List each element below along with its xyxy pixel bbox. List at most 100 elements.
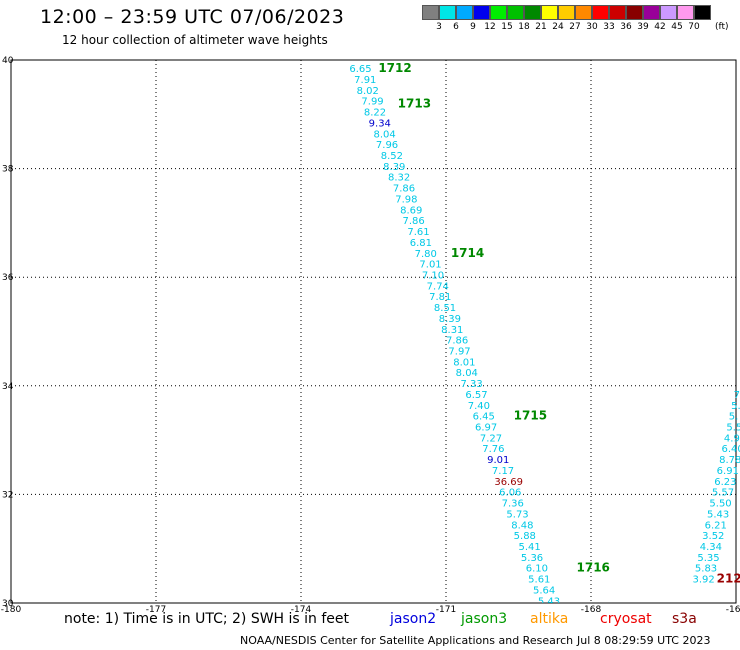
wave-height-value: 5.36	[521, 553, 543, 564]
wave-height-value: 8.69	[400, 205, 422, 216]
wave-height-value: 4.34	[700, 542, 722, 553]
wave-height-value: 5.57	[712, 488, 734, 499]
wave-height-value: 8.04	[456, 368, 478, 379]
map-title: 12:00 – 23:59 UTC 07/06/2023	[40, 6, 345, 28]
legend-label: 39	[637, 22, 649, 32]
legend-swatch	[439, 5, 456, 20]
wave-height-value: 7.80	[415, 249, 437, 260]
wave-height-value: 6.81	[410, 238, 432, 249]
wave-height-value: 9.34	[369, 118, 391, 129]
wave-height-value: 4.9	[724, 433, 740, 444]
legend-swatch	[473, 5, 490, 20]
wave-height-value: 8.51	[434, 303, 456, 314]
legend-swatch	[541, 5, 558, 20]
wave-height-value: 6.40	[722, 444, 740, 455]
wave-height-value: 8.22	[364, 108, 386, 119]
wave-height-value: 8.52	[381, 151, 403, 162]
wave-height-value: 7.98	[395, 194, 417, 205]
y-tick-label: 38	[2, 165, 14, 175]
wave-height-value: 8.31	[441, 325, 463, 336]
wave-height-value: 6.21	[705, 520, 727, 531]
map-subtitle: 12 hour collection of altimeter wave hei…	[62, 33, 328, 47]
wave-height-value: 7	[734, 390, 740, 401]
wave-height-value: 5.	[731, 401, 740, 412]
y-tick-label: 34	[2, 382, 14, 392]
legend-swatch	[507, 5, 524, 20]
wave-height-value: 7.86	[393, 184, 415, 195]
legend-swatch	[490, 5, 507, 20]
wave-height-value: 6.97	[475, 423, 497, 434]
wave-height-value: 8.48	[511, 520, 533, 531]
wave-height-value: 36.69	[494, 477, 523, 488]
x-tick-label: -168	[581, 605, 602, 615]
wave-height-value: 7.74	[427, 281, 449, 292]
legend-label: 42	[654, 22, 666, 32]
x-tick-label: -171	[436, 605, 456, 615]
legend-swatch	[626, 5, 643, 20]
wave-height-value: 5.	[729, 412, 739, 423]
wave-height-value: 7.61	[407, 227, 429, 238]
wave-height-value: 7.10	[422, 270, 444, 281]
legend-unit: (ft)	[715, 22, 729, 32]
wave-height-value: 5.41	[519, 542, 541, 553]
legend-label: 30	[586, 22, 598, 32]
legend-swatch	[609, 5, 626, 20]
legend-swatch	[694, 5, 711, 20]
wave-height-value: 6.06	[499, 488, 521, 499]
legend-swatch	[422, 5, 439, 20]
legend-label: 21	[535, 22, 547, 32]
wave-height-value: 6.57	[465, 390, 487, 401]
legend-label: 9	[470, 22, 476, 32]
map-frame	[10, 59, 737, 604]
wave-height-value: 8.32	[388, 173, 410, 184]
wave-height-value: 7.91	[354, 75, 376, 86]
wave-height-value: 7.36	[502, 499, 524, 510]
wave-height-value: 8.04	[374, 129, 396, 140]
legend-label: 3	[436, 22, 442, 32]
wave-height-value: 7.86	[446, 336, 468, 347]
legend-label: 33	[603, 22, 615, 32]
wave-height-value: 6.10	[526, 564, 548, 575]
legend-swatch	[592, 5, 609, 20]
footer-credit: NOAA/NESDIS Center for Satellite Applica…	[240, 634, 574, 647]
y-tick-label: 30	[2, 599, 14, 609]
legend-swatch	[456, 5, 473, 20]
legend-label: 36	[620, 22, 632, 32]
legend-swatch	[660, 5, 677, 20]
wave-height-value: 3.92	[693, 575, 715, 586]
time-label: 1715	[514, 409, 547, 423]
legend-label: 45	[671, 22, 683, 32]
wave-height-value: 5.43	[707, 509, 729, 520]
wave-height-value: 5.64	[533, 585, 555, 596]
time-label: 1712	[378, 61, 411, 75]
legend-label: 18	[518, 22, 530, 32]
track-layer: 6.657.918.027.998.229.348.047.968.528.39…	[349, 61, 740, 607]
x-tick-label: -180	[1, 605, 22, 615]
time-label: 1716	[577, 561, 610, 575]
legend-label: 15	[501, 22, 513, 32]
x-tick-label: -174	[291, 605, 312, 615]
wave-height-value: 5.43	[538, 596, 560, 607]
y-tick-label: 32	[2, 490, 13, 500]
time-label: 1713	[398, 96, 431, 110]
wave-height-value: 5.50	[709, 499, 731, 510]
wave-height-value: 8.39	[383, 162, 405, 173]
wave-height-value: 6.91	[717, 466, 739, 477]
legend-swatch	[558, 5, 575, 20]
wave-height-value: 6.45	[473, 412, 495, 423]
x-tick-label: -177	[146, 605, 166, 615]
wave-height-value: 8.39	[439, 314, 461, 325]
wave-height-value: 3.52	[702, 531, 724, 542]
legend-swatch	[524, 5, 541, 20]
wave-height-value: 8.78	[719, 455, 740, 466]
satellite-cryosat: cryosat	[600, 611, 652, 627]
y-tick-label: 36	[2, 273, 14, 283]
legend-label: 70	[688, 22, 700, 32]
wave-height-value: 7.17	[492, 466, 514, 477]
footer-timestamp: Jul 8 08:29:59 UTC 2023	[577, 634, 711, 647]
satellite-jason3: jason3	[461, 611, 508, 627]
y-tick-label: 40	[2, 56, 14, 66]
wave-height-value: 8.01	[453, 357, 475, 368]
satellite-jason2: jason2	[390, 611, 437, 627]
